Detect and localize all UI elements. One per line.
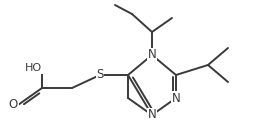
Text: O: O xyxy=(9,99,18,111)
Text: S: S xyxy=(96,68,104,82)
Text: N: N xyxy=(148,49,156,61)
Text: N: N xyxy=(172,92,180,105)
Text: N: N xyxy=(148,109,156,122)
Text: HO: HO xyxy=(25,63,42,73)
